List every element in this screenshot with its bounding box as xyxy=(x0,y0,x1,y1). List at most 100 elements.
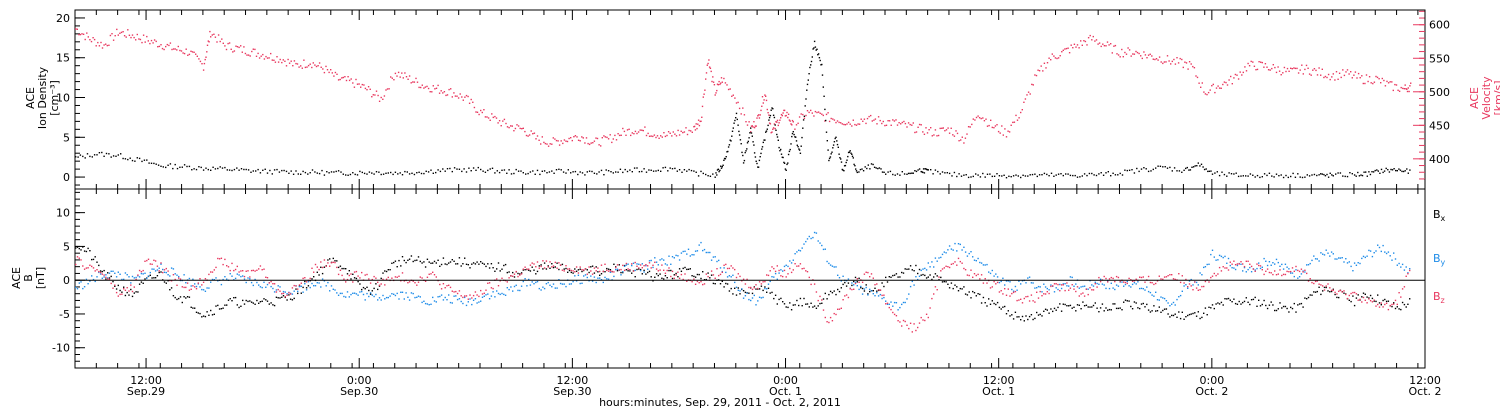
Bz-point xyxy=(202,281,205,283)
Bz-point xyxy=(803,267,805,270)
By-point xyxy=(107,277,109,279)
velocity-point xyxy=(617,133,619,135)
Bx-point xyxy=(1098,311,1100,313)
velocity-point xyxy=(598,144,600,146)
velocity-point xyxy=(1256,68,1259,71)
By-point xyxy=(140,272,143,275)
velocity-point xyxy=(888,120,891,122)
Bz-point xyxy=(616,264,619,266)
By-point xyxy=(1069,276,1072,278)
Bz-point xyxy=(639,264,642,266)
Bx-point xyxy=(755,288,757,290)
Bx-point xyxy=(776,303,778,305)
By-point xyxy=(860,285,862,288)
Bz-point xyxy=(1352,291,1354,294)
Bz-point xyxy=(201,284,203,286)
Bz-point xyxy=(1231,263,1233,265)
velocity-point xyxy=(663,132,665,134)
Bx-point xyxy=(1252,298,1255,301)
Bz-point xyxy=(792,269,794,271)
Bz-point xyxy=(430,273,432,275)
By-point xyxy=(565,285,567,288)
By-point xyxy=(1131,283,1134,286)
velocity-point xyxy=(79,33,82,36)
density-point xyxy=(1074,174,1076,177)
By-point xyxy=(686,253,688,255)
Bx-point xyxy=(414,259,416,262)
density-point xyxy=(716,174,718,176)
Bx-point xyxy=(1124,299,1127,301)
velocity-point xyxy=(701,105,704,108)
velocity-point xyxy=(195,53,197,55)
Bx-point xyxy=(604,271,606,273)
density-point xyxy=(442,168,444,170)
Bx-point xyxy=(364,288,366,290)
density-point xyxy=(1280,174,1282,176)
By-point xyxy=(1153,295,1155,297)
By-point xyxy=(350,293,352,296)
velocity-point xyxy=(84,38,86,41)
Bz-point xyxy=(1194,281,1196,283)
velocity-point xyxy=(706,64,708,66)
velocity-point xyxy=(1290,67,1292,69)
velocity-point xyxy=(694,129,697,131)
By-point xyxy=(943,251,945,253)
Bx-point xyxy=(687,268,690,270)
Bz-point xyxy=(1155,282,1157,285)
Bx-point xyxy=(451,259,453,261)
Bx-point xyxy=(822,298,825,300)
density-point xyxy=(764,139,766,141)
Bx-point xyxy=(528,269,530,271)
velocity-point xyxy=(1141,57,1143,60)
density-point xyxy=(805,98,807,100)
density-point xyxy=(735,112,738,115)
density-point xyxy=(195,168,198,171)
Bx-point xyxy=(430,262,432,264)
velocity-point xyxy=(111,33,113,35)
Bz-point xyxy=(766,274,768,276)
density-point xyxy=(850,152,852,154)
By-point xyxy=(1032,282,1034,284)
density-point xyxy=(721,166,723,168)
By-point xyxy=(963,246,965,248)
velocity-point xyxy=(1338,72,1341,74)
Bx-point xyxy=(1099,307,1102,309)
By-point xyxy=(995,273,997,275)
velocity-point xyxy=(581,136,583,138)
density-point xyxy=(1027,175,1029,177)
Bz-point xyxy=(558,262,560,264)
density-point xyxy=(1017,175,1019,177)
Bx-point xyxy=(1407,303,1409,305)
Bz-point xyxy=(716,268,718,270)
By-point xyxy=(1201,274,1203,276)
Bx-point xyxy=(1378,302,1381,304)
Bx-point xyxy=(1007,310,1009,312)
Bx-point xyxy=(1330,290,1333,293)
velocity-point xyxy=(1389,81,1391,83)
velocity-point xyxy=(1144,54,1147,56)
velocity-point xyxy=(543,141,545,144)
density-point xyxy=(750,132,753,134)
density-point xyxy=(801,136,803,139)
By-point xyxy=(959,243,961,246)
By-point xyxy=(913,284,915,286)
Bx-point xyxy=(424,266,427,268)
Bz-point xyxy=(101,273,103,275)
Bx-point xyxy=(268,303,270,305)
Bz-point xyxy=(110,282,112,285)
velocity-point xyxy=(1070,44,1072,46)
velocity-point xyxy=(971,123,973,126)
By-point xyxy=(661,258,663,260)
velocity-point xyxy=(1116,53,1118,55)
velocity-point xyxy=(180,50,183,52)
By-point xyxy=(801,247,803,249)
density-point xyxy=(824,108,826,111)
velocity-point xyxy=(333,75,335,77)
By-point xyxy=(991,269,993,272)
Bz-point xyxy=(604,263,606,265)
velocity-point xyxy=(418,86,420,89)
By-point xyxy=(1384,251,1386,253)
density-point xyxy=(1282,176,1285,179)
By-point xyxy=(94,280,96,283)
velocity-point xyxy=(669,132,671,134)
